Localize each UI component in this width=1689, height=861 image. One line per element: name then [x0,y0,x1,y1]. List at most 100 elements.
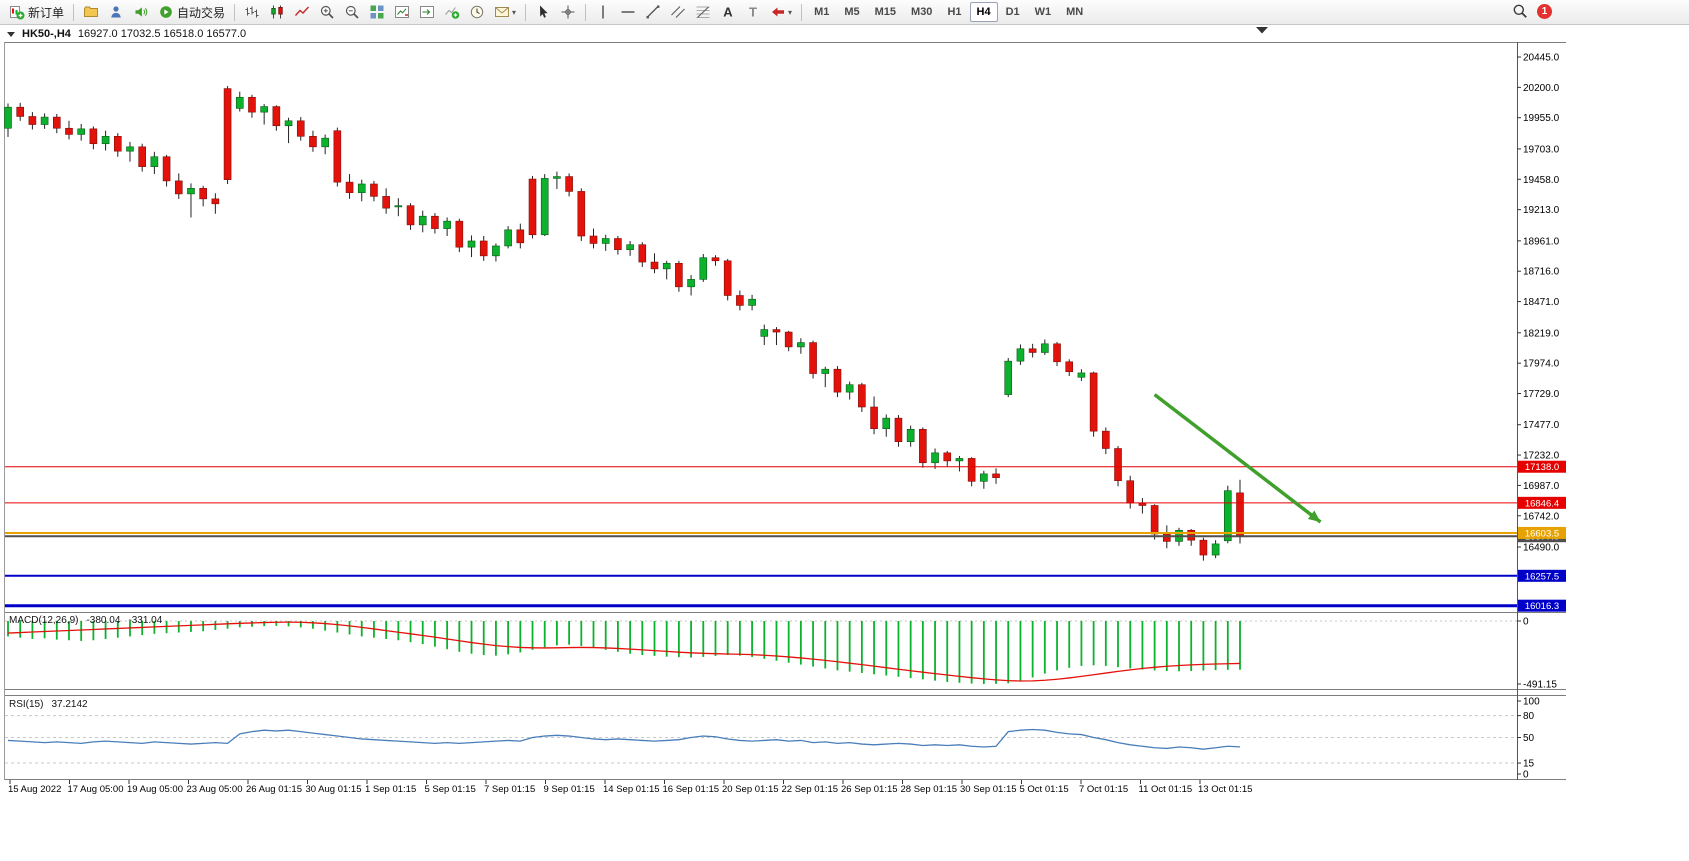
time-axis-label: 16 Sep 01:15 [663,784,720,795]
indicators-button[interactable] [440,2,464,23]
fibonacci-button[interactable] [691,2,715,23]
timeframe-h1-button[interactable]: H1 [947,6,962,18]
autotrade-icon [158,4,174,20]
chart-shift-button[interactable] [390,2,414,23]
candle-bearish [772,329,781,333]
arrows-button[interactable]: ▾ [766,2,796,23]
tile-windows-button[interactable] [365,2,389,23]
market-watch-button[interactable] [104,2,128,23]
clock-icon [469,4,485,20]
candle-bullish [931,452,939,464]
timeframe-m5-button[interactable]: M5 [844,6,860,18]
candle-bearish [52,116,61,129]
zoom-in-button[interactable] [315,2,339,23]
svg-text:A: A [723,5,733,20]
macd-axis-label: 0 [1523,617,1529,628]
candle-bearish [174,180,183,195]
candlestick-chart-button[interactable] [265,2,289,23]
candle-bearish [723,260,732,296]
line-chart-button[interactable] [290,2,314,23]
candle-bearish [833,368,842,393]
trend-arrow[interactable] [1153,393,1322,524]
svg-text:16257.5: 16257.5 [1525,571,1559,582]
timeframe-h4-button[interactable]: H4 [969,2,998,22]
rsi-axis-label: 100 [1523,697,1540,708]
candle-bullish [601,238,610,244]
time-axis-label: 5 Oct 01:15 [1020,784,1069,795]
macd-signal-line [7,621,1241,682]
candle-bullish [443,220,451,229]
candle-bullish [980,473,988,482]
bar-chart-button[interactable] [240,2,264,23]
auto-scroll-button[interactable] [415,2,439,23]
candle-bullish [955,458,964,462]
cursor-icon [535,4,551,20]
timeframe-m15-button[interactable]: M15 [874,6,897,18]
crosshair-button[interactable] [556,2,580,23]
templates-button[interactable]: ▾ [490,2,520,23]
text-button[interactable]: A [716,2,740,23]
auto-trading-button[interactable]: 自动交易 [154,2,229,23]
search-icon[interactable] [1512,3,1528,19]
label-button[interactable]: T [741,2,765,23]
timeframe-w1-button[interactable]: W1 [1034,6,1052,18]
candle-bullish [1211,543,1220,556]
price-level-tag: 16603.5 [1518,526,1566,539]
candle-bearish [1138,502,1147,506]
chart-menu-icon[interactable] [7,31,15,37]
candle-bullish [418,215,427,226]
horizontal-line-button[interactable] [616,2,640,23]
time-axis-label: 7 Oct 01:15 [1079,784,1128,795]
timeframe-d1-button[interactable]: D1 [1005,6,1020,18]
candle-bearish [272,106,281,127]
vline-icon [595,4,611,20]
candle-bearish [431,215,439,229]
profiles-button[interactable] [79,2,103,23]
rsi-indicator-label: RSI(15) 37.2142 [9,699,88,710]
candle-bearish [223,88,232,180]
svg-text:16846.4: 16846.4 [1525,498,1559,509]
candle-bearish [1053,343,1061,363]
main-toolbar: 1 新订单 自动交易 ▾ A T ▾ M1 M5 M15 M30 H1 H4 D1 W1 MN [0,0,1689,25]
time-axis-label: 30 Aug 01:15 [306,784,362,795]
zoom-out-button[interactable] [340,2,364,23]
time-axis-label: 30 Sep 01:15 [960,784,1017,795]
periods-button[interactable] [465,2,489,23]
candle-bearish [894,417,903,442]
notification-badge[interactable]: 1 [1537,3,1552,19]
price-level-tag: 16257.5 [1518,569,1566,582]
svg-text:16603.5: 16603.5 [1525,528,1559,539]
candle-bearish [248,96,256,113]
rsi-value: 37.2142 [51,699,88,710]
trendline-button[interactable] [641,2,665,23]
timeframe-mn-button[interactable]: MN [1066,6,1084,18]
candle-bearish [1028,348,1037,353]
candle-bullish [626,244,634,250]
macd-indicator-label: MACD(12,26,9) -380.04 -331.04 [9,615,162,626]
time-axis-label: 13 Oct 01:15 [1198,784,1252,795]
timeframe-m30-button[interactable]: M30 [911,6,933,18]
time-axis-label: 11 Oct 01:15 [1139,784,1193,795]
candle-bullish [760,329,769,337]
time-axis-label: 15 Aug 2022 [8,784,61,795]
price-axis-label: 20200.0 [1523,83,1560,94]
candle-bearish [65,127,73,135]
price-axis-label: 19955.0 [1523,113,1560,124]
time-axis-label: 17 Aug 05:00 [68,784,124,795]
time-axis-label: 28 Sep 01:15 [901,784,958,795]
linechart-icon [294,4,310,20]
vertical-line-button[interactable] [591,2,615,23]
chart-shift-marker[interactable] [1256,27,1268,34]
candle-bullish [284,120,293,127]
new-order-button[interactable]: 新订单 [5,2,68,23]
cursor-button[interactable] [531,2,555,23]
zoom-in-icon [319,4,335,20]
timeframe-m1-button[interactable]: M1 [814,6,830,18]
candle-bullish [821,368,830,374]
macd-signal-value: -331.04 [128,615,163,626]
alerts-button[interactable] [129,2,153,23]
candle-bearish [406,205,415,226]
fibo-icon [695,4,711,20]
channel-button[interactable] [666,2,690,23]
